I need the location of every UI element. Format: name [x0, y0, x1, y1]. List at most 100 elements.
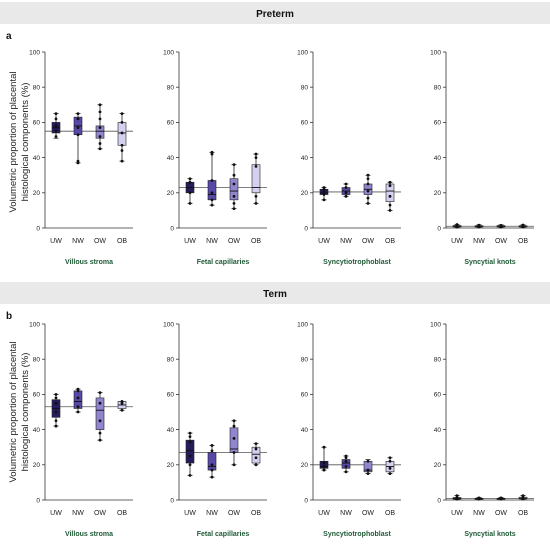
band-preterm: [0, 2, 550, 24]
data-point: [322, 193, 326, 196]
data-point: [54, 393, 58, 396]
data-point: [54, 419, 58, 423]
data-point: [188, 473, 192, 477]
category-label-ow: OW: [228, 510, 240, 517]
data-point: [322, 186, 326, 189]
data-point: [188, 177, 192, 181]
y-tick-label: 80: [33, 85, 41, 92]
box-ow: [496, 496, 506, 501]
y-tick-label: 60: [434, 120, 442, 127]
data-point: [210, 444, 214, 447]
category-label-ob: OB: [385, 510, 395, 517]
data-point: [98, 126, 102, 130]
data-point: [322, 445, 326, 449]
box-iqr: [229, 178, 239, 201]
data-point: [254, 447, 258, 451]
data-point: [477, 223, 481, 227]
data-point: [232, 451, 236, 454]
category-label-ob: OB: [251, 238, 261, 245]
y-tick-label: 80: [167, 85, 175, 92]
data-point: [455, 223, 459, 226]
y-axis-label-row-b: Volumetric proportion of placental histo…: [8, 342, 31, 483]
band-title-preterm: Preterm: [256, 9, 294, 20]
category-label-ob: OB: [518, 510, 528, 517]
data-point: [322, 198, 326, 202]
box-iqr: [251, 446, 261, 464]
data-point: [232, 182, 236, 186]
data-point: [499, 223, 503, 227]
panel-b-2: 0 20 40 60 80 100 UW NW OW OB Fetal capillaries: [163, 321, 267, 538]
data-point: [344, 459, 348, 463]
box-ob: [385, 180, 395, 212]
data-point: [188, 431, 192, 435]
category-label-uw: UW: [184, 510, 196, 517]
box-uw: [51, 112, 61, 139]
data-point: [120, 143, 124, 147]
panel-a-4: 0 20 40 60 80 100 UW NW OW OB Syncytial knots: [430, 49, 534, 266]
box-ob: [385, 456, 395, 475]
box-uw: [452, 223, 462, 229]
data-point: [254, 201, 258, 205]
y-tick-label: 0: [170, 225, 174, 232]
data-point: [232, 207, 236, 211]
category-label-uw: UW: [451, 238, 463, 245]
data-point: [98, 110, 102, 114]
data-point: [521, 494, 525, 497]
panel-a-3: 0 20 40 60 80 100 UW NW OW OB Syncytiotrophoblast: [297, 49, 401, 266]
data-point: [254, 463, 258, 467]
data-point: [120, 121, 124, 124]
box-nw: [207, 150, 217, 207]
data-point: [210, 463, 214, 467]
data-point: [521, 223, 525, 227]
y-tick-label: 100: [430, 49, 441, 56]
category-label-ow: OW: [94, 238, 106, 245]
data-point: [322, 461, 326, 465]
panel-a-1: 0 20 40 60 80 100 UW NW OW OB Villous stroma: [29, 49, 133, 266]
component-label: Villous stroma: [65, 259, 113, 266]
data-point: [210, 191, 214, 195]
component-label: Syncytial knots: [464, 259, 515, 266]
data-point: [254, 156, 258, 160]
panel-a-2: 0 20 40 60 80 100 UW NW OW OB Fetal capillaries: [163, 49, 267, 266]
y-axis-label-line-2: histological components (%): [20, 83, 31, 202]
data-point: [388, 459, 392, 463]
data-point: [344, 194, 348, 198]
panel-letter-b: b: [6, 311, 12, 322]
y-tick-label: 40: [33, 155, 41, 162]
data-point: [120, 400, 124, 403]
component-label: Syncytiotrophoblast: [323, 259, 391, 266]
y-tick-label: 20: [301, 462, 309, 469]
panel-b-1: 0 20 40 60 80 100 UW NW OW OB Villous stroma: [29, 321, 133, 538]
data-point: [366, 459, 370, 463]
box-ow: [363, 173, 373, 205]
box-ob: [251, 442, 261, 467]
box-ob: [518, 494, 528, 501]
data-point: [322, 468, 326, 472]
category-label-ow: OW: [94, 510, 106, 517]
category-label-nw: NW: [206, 510, 218, 517]
data-point: [98, 103, 102, 107]
data-point: [98, 142, 102, 145]
data-point: [344, 182, 348, 186]
data-point: [254, 194, 258, 198]
data-point: [210, 179, 214, 182]
y-tick-label: 60: [434, 392, 442, 399]
box-ow: [229, 163, 239, 211]
y-tick-label: 0: [437, 225, 441, 232]
panels: 0 20 40 60 80 100 UW NW OW OB Villous stroma 0 20 40 6…: [29, 49, 534, 538]
box-uw: [51, 393, 61, 428]
data-point: [232, 201, 236, 205]
category-label-ob: OB: [251, 510, 261, 517]
y-tick-label: 80: [167, 357, 175, 364]
component-label: Syncytiotrophoblast: [323, 531, 391, 538]
data-point: [54, 124, 58, 128]
category-label-ow: OW: [362, 238, 374, 245]
y-tick-label: 20: [33, 190, 41, 197]
y-tick-label: 100: [430, 321, 441, 328]
box-ow: [95, 391, 105, 442]
category-label-ow: OW: [495, 510, 507, 517]
y-tick-label: 40: [167, 427, 175, 434]
data-point: [76, 410, 80, 414]
y-tick-label: 100: [29, 49, 40, 56]
data-point: [232, 463, 236, 467]
